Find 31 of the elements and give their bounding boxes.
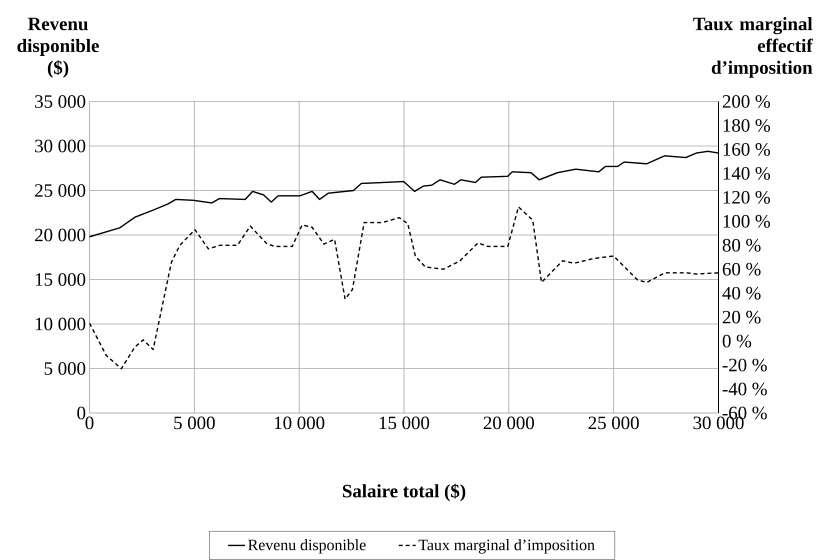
y2-tick-label: 60 %	[722, 262, 761, 276]
y2-tick-label: 0 %	[722, 334, 752, 348]
y2-tick-label: 40 %	[722, 286, 761, 300]
x-tick-label: 25 000	[588, 416, 639, 430]
y2-axis-title: Taux marginal effectif d’imposition	[693, 16, 813, 78]
x-axis-title: Salaire total ($)	[342, 483, 466, 502]
y-tick-label: 0	[77, 406, 86, 420]
y2-tick-label: -20 %	[722, 358, 767, 372]
x-tick-label: 10 000	[274, 416, 324, 430]
y-axis-title: Revenu disponible ($)	[17, 18, 99, 78]
x-tick-label: 5 000	[174, 416, 215, 430]
y2-tick-label: -40 %	[722, 382, 767, 396]
y-tick-label: 5 000	[44, 362, 86, 375]
y-tick-label: 25 000	[35, 184, 86, 197]
legend-label: Revenu disponible	[248, 539, 366, 554]
y-tick-label: 20 000	[35, 228, 86, 242]
y2-tick-label: 180 %	[724, 118, 770, 132]
x-tick-label: 15 000	[380, 416, 430, 430]
y-tick-label: 30 000	[35, 140, 86, 152]
x-tick-label: 20 000	[484, 416, 534, 430]
y2-tick-label: 160 %	[724, 142, 770, 156]
y-tick-label: 35 000	[35, 95, 86, 108]
y2-tick-label: 100 %	[724, 214, 770, 228]
y-tick-label: 10 000	[36, 318, 86, 330]
y2-tick-label: 80 %	[722, 238, 761, 252]
y2-tick-label: 200 %	[722, 94, 770, 108]
y2-tick-label: 140 %	[724, 166, 770, 180]
y-tick-label: 15 000	[36, 273, 86, 286]
y2-tick-label: 20 %	[722, 310, 761, 324]
y2-tick-label: 120 %	[724, 190, 770, 204]
legend-label: Taux marginal d’imposition	[418, 539, 595, 554]
